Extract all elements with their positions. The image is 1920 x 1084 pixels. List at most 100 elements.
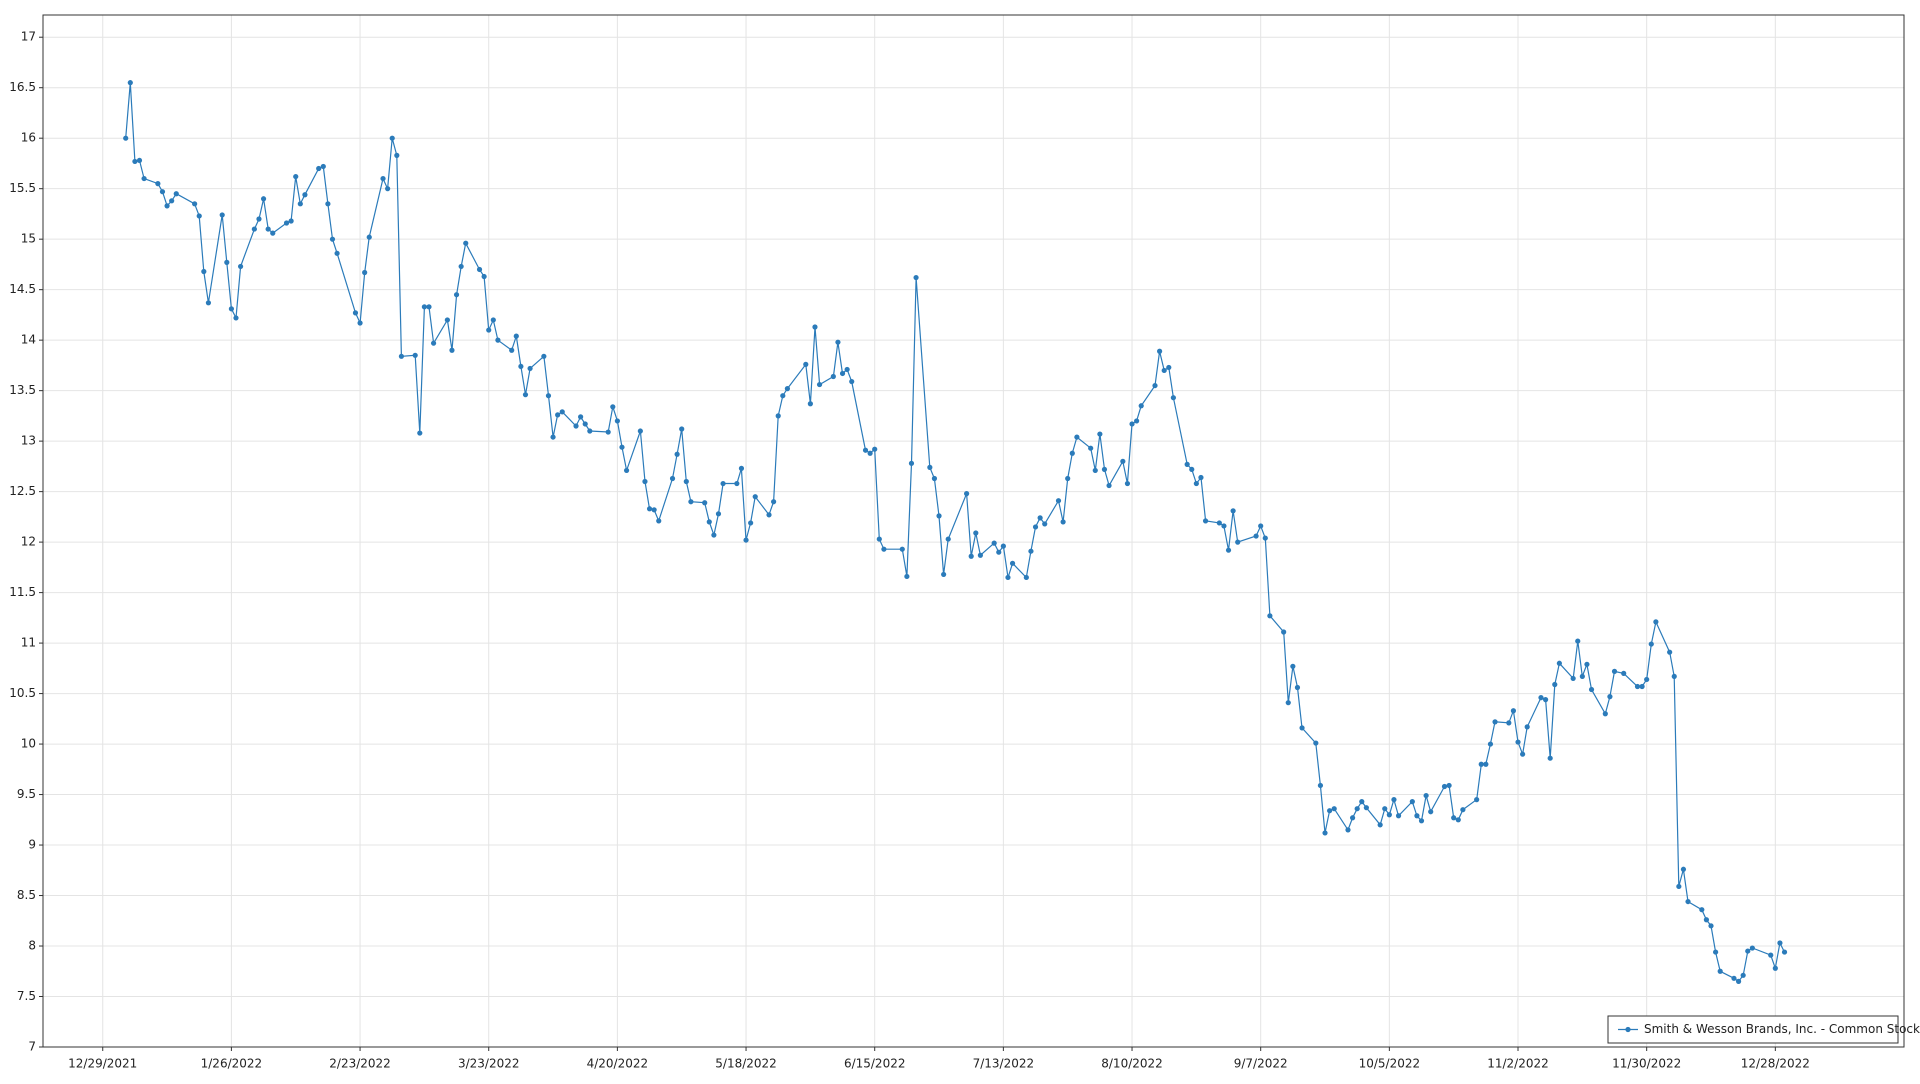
point (1074, 434, 1080, 440)
point (325, 201, 331, 207)
y-tick-label: 13 (21, 434, 36, 448)
point (734, 480, 740, 487)
point (1423, 792, 1429, 799)
point (1639, 683, 1645, 690)
point (1460, 807, 1466, 813)
point (1395, 813, 1402, 819)
point (651, 507, 657, 513)
point (1515, 739, 1521, 745)
point (573, 423, 579, 429)
point (688, 499, 694, 505)
point (619, 444, 625, 450)
point (977, 552, 983, 558)
point (196, 213, 202, 219)
point (283, 220, 290, 226)
point (1602, 711, 1608, 717)
point (784, 386, 791, 392)
point (927, 464, 933, 470)
point (1492, 719, 1498, 725)
y-tick-label: 16.5 (9, 80, 36, 94)
x-tick-label: 2/23/2022 (329, 1057, 391, 1071)
point (1680, 866, 1687, 872)
point (1189, 466, 1195, 473)
point (656, 518, 662, 524)
y-tick-label: 13.5 (9, 383, 36, 397)
point (1258, 523, 1264, 529)
point (394, 152, 400, 158)
point (605, 429, 611, 435)
point (1441, 783, 1448, 790)
point (1653, 619, 1659, 625)
point (1414, 813, 1420, 819)
point (192, 201, 198, 207)
point (1538, 695, 1544, 701)
point (1088, 445, 1094, 451)
point (522, 392, 529, 398)
point (945, 536, 951, 542)
y-tick-label: 16 (21, 131, 36, 145)
point (908, 460, 915, 466)
point (637, 428, 643, 434)
point (141, 175, 147, 182)
point (366, 234, 372, 240)
point (1101, 466, 1108, 473)
point (862, 447, 869, 453)
point (738, 465, 745, 471)
point (1193, 480, 1199, 487)
point (1032, 524, 1039, 530)
point (1290, 663, 1296, 669)
point (1685, 898, 1691, 905)
point (205, 300, 212, 306)
point (1713, 949, 1719, 955)
point (1097, 431, 1103, 437)
point (136, 157, 143, 164)
point (1644, 676, 1650, 683)
point (1322, 830, 1328, 836)
point (1225, 547, 1232, 553)
point (771, 499, 777, 505)
point (1451, 815, 1457, 821)
point (297, 201, 303, 207)
point (1253, 533, 1259, 539)
point (518, 363, 524, 370)
point (1749, 945, 1755, 951)
point (1299, 725, 1305, 731)
point (1345, 827, 1351, 833)
y-tick-label: 12.5 (9, 484, 36, 498)
point (1377, 822, 1383, 828)
point (1028, 548, 1034, 554)
point (973, 530, 979, 536)
point (1611, 668, 1618, 674)
point (1428, 809, 1434, 815)
y-tick-label: 14 (21, 333, 36, 347)
point (398, 353, 405, 359)
point (964, 491, 970, 497)
point (421, 304, 427, 310)
point (720, 480, 726, 487)
point (752, 494, 758, 500)
legend-box (1607, 1015, 1899, 1044)
point (1349, 815, 1356, 821)
line (125, 82, 1786, 983)
legend-label: Smith & Wesson Brands, Inc. - Common Sto… (1644, 1022, 1920, 1036)
point (582, 421, 588, 427)
point (1676, 883, 1682, 890)
point (1671, 673, 1677, 680)
y-tick-label: 11.5 (9, 585, 36, 599)
point (1157, 348, 1163, 354)
y-tick-label: 12 (21, 535, 36, 549)
point (899, 546, 905, 552)
point (614, 418, 620, 424)
point (1547, 755, 1553, 761)
point (1391, 797, 1397, 803)
point (812, 324, 818, 330)
point (1575, 638, 1581, 644)
y-tick-label: 9.5 (17, 787, 36, 801)
point (1510, 708, 1517, 714)
point (1327, 808, 1333, 814)
point (991, 540, 997, 546)
x-tick-label: 7/13/2022 (973, 1057, 1035, 1071)
point (426, 304, 432, 310)
point (550, 434, 556, 440)
point (1478, 761, 1484, 767)
